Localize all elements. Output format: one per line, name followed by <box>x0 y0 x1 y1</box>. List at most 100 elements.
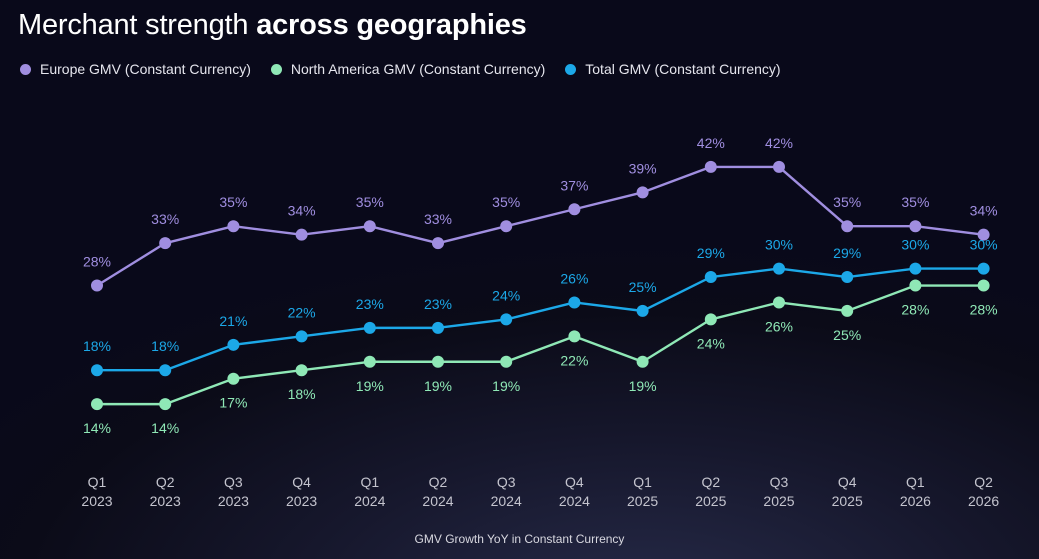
data-label-north-america: 14% <box>83 420 111 436</box>
data-point-total <box>704 271 717 284</box>
data-point-north-america <box>841 304 854 317</box>
data-label-europe: 28% <box>83 254 111 270</box>
x-tick-quarter: Q1 <box>88 474 107 490</box>
data-point-total <box>363 321 376 334</box>
data-point-total <box>432 321 444 334</box>
data-point-europe <box>568 203 581 216</box>
data-label-europe: 34% <box>288 203 316 219</box>
legend-dot-north-america <box>270 63 282 75</box>
data-point-europe <box>295 228 308 241</box>
data-point-north-america <box>977 279 990 292</box>
data-point-north-america <box>91 398 103 411</box>
data-label-total: 24% <box>492 287 520 303</box>
x-tick-quarter: Q4 <box>565 474 584 490</box>
x-tick-quarter: Q2 <box>701 474 720 490</box>
x-tick-year: 2026 <box>900 493 931 509</box>
data-label-total: 22% <box>288 304 316 320</box>
series-north-america: 14% 14% 17% 18% 19% 19% 19% 22% 19% 24% 26% 25% 28% 2… <box>83 279 998 436</box>
x-axis: Q1 2023 Q2 2023 Q3 2023 Q4 2023 Q1 2024 Q2 2024 Q3 20… <box>81 474 999 509</box>
data-point-north-america <box>909 279 922 292</box>
data-label-north-america: 14% <box>151 420 179 436</box>
data-point-total <box>636 304 649 317</box>
data-point-europe <box>773 160 785 173</box>
series-line-europe <box>95 165 985 287</box>
x-tick-quarter: Q3 <box>224 474 243 490</box>
data-point-total <box>841 271 854 284</box>
legend-item-europe: Europe GMV (Constant Currency) <box>20 61 251 77</box>
x-tick-year: 2023 <box>218 493 249 509</box>
data-point-europe <box>909 220 922 233</box>
data-point-europe <box>159 237 172 250</box>
data-point-total <box>91 364 103 377</box>
x-tick-quarter: Q3 <box>497 474 516 490</box>
data-point-north-america <box>432 355 444 368</box>
data-point-total <box>227 338 240 351</box>
x-tick-label: Q2 2025 <box>695 474 726 509</box>
x-tick-label: Q2 2023 <box>150 474 181 509</box>
title-light: Merchant strength <box>18 9 249 41</box>
x-tick-label: Q4 2025 <box>832 474 863 509</box>
x-tick-quarter: Q2 <box>429 474 448 490</box>
data-label-north-america: 17% <box>219 395 247 411</box>
x-tick-quarter: Q2 <box>156 474 175 490</box>
data-label-total: 25% <box>629 279 657 295</box>
x-tick-year: 2023 <box>81 493 112 509</box>
x-tick-year: 2023 <box>286 493 317 509</box>
series-total: 18% 18% 21% 22% 23% 23% 24% 26% 25% 29% 30% 29% 30% 3… <box>83 237 998 377</box>
x-tick-year: 2024 <box>491 493 522 509</box>
page-title: Merchant strength across geographies <box>18 6 527 44</box>
data-label-europe: 35% <box>356 194 384 210</box>
data-point-europe <box>227 220 240 233</box>
data-label-europe: 33% <box>424 211 452 227</box>
data-label-total: 21% <box>219 313 247 329</box>
data-label-europe: 35% <box>492 194 520 210</box>
data-point-total <box>568 296 581 309</box>
data-point-total <box>159 364 172 377</box>
data-point-total <box>500 313 513 326</box>
x-tick-year: 2024 <box>422 493 453 509</box>
x-tick-year: 2025 <box>695 493 726 509</box>
x-tick-year: 2026 <box>968 493 999 509</box>
data-point-north-america <box>773 296 785 309</box>
data-label-europe: 39% <box>629 160 657 176</box>
data-point-north-america <box>704 313 717 326</box>
data-label-europe: 42% <box>765 135 793 151</box>
data-label-total: 30% <box>765 237 793 253</box>
data-label-europe: 42% <box>697 135 725 151</box>
data-point-europe <box>363 220 376 233</box>
data-point-north-america <box>159 398 172 411</box>
data-point-europe <box>841 220 854 233</box>
data-point-total <box>773 262 785 275</box>
data-point-total <box>909 262 922 275</box>
x-tick-label: Q4 2024 <box>559 474 590 509</box>
x-tick-label: Q3 2024 <box>491 474 522 509</box>
data-label-north-america: 19% <box>424 378 452 394</box>
x-tick-quarter: Q4 <box>838 474 857 490</box>
data-label-total: 29% <box>697 245 725 261</box>
data-point-north-america <box>363 355 376 368</box>
data-label-total: 29% <box>833 245 861 261</box>
data-point-total <box>295 330 308 343</box>
legend-item-total: Total GMV (Constant Currency) <box>565 61 781 77</box>
data-label-europe: 33% <box>151 211 179 227</box>
data-point-north-america <box>636 355 649 368</box>
data-label-north-america: 18% <box>288 386 316 402</box>
legend-dot-total <box>565 63 577 75</box>
data-label-europe: 37% <box>560 177 588 193</box>
data-point-north-america <box>500 355 513 368</box>
series-line-total <box>95 267 985 372</box>
data-point-europe <box>432 237 444 250</box>
legend-label-north-america: North America GMV (Constant Currency) <box>290 61 546 77</box>
x-tick-label: Q1 2026 <box>900 474 931 509</box>
legend-item-north-america: North America GMV (Constant Currency) <box>270 61 546 77</box>
data-label-north-america: 19% <box>629 378 657 394</box>
data-label-total: 18% <box>151 338 179 354</box>
data-label-total: 23% <box>424 296 452 312</box>
data-label-north-america: 19% <box>356 378 384 394</box>
x-tick-label: Q2 2026 <box>968 474 999 509</box>
title-bold: across geographies <box>256 9 527 41</box>
data-label-europe: 35% <box>219 194 247 210</box>
data-point-europe <box>91 279 103 292</box>
series-europe: 28% 33% 35% 34% 35% 33% 35% 37% 39% 42% 42% 35% 35% 3… <box>83 135 998 292</box>
